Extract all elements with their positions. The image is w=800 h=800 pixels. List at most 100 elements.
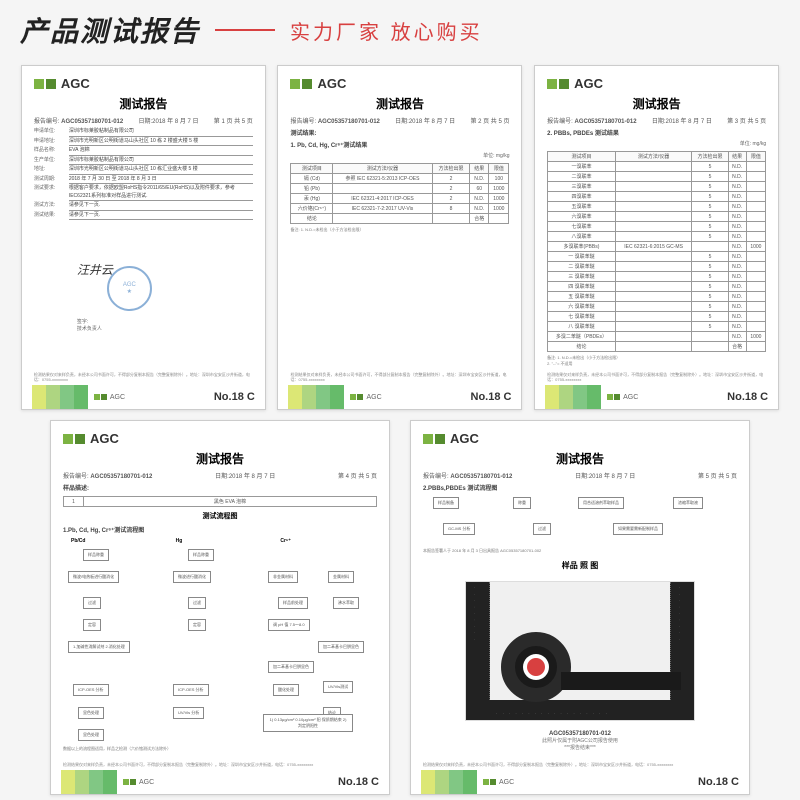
page-indicator: 第 4 页 共 5 页 — [338, 471, 377, 480]
table-note: 备注: 1. N.D.=未检出（小于方法检出限） — [290, 227, 509, 233]
table-cell: 5 — [692, 322, 728, 332]
report-no: AGC05357180701-012 — [61, 119, 123, 125]
table-cell — [615, 222, 692, 232]
flow-box: 样品前处理 — [278, 597, 308, 609]
flow-box: 样品制备 — [433, 497, 459, 509]
sub-section: 1. Pb, Cd, Hg, Cr⁶⁺测试结果 — [290, 140, 509, 149]
table-cell: 二溴联苯 — [548, 172, 616, 182]
field-label: 测试方法: — [34, 202, 69, 211]
table-cell: 1000 — [746, 242, 765, 252]
report-footer: AGC No.18 C — [22, 385, 265, 409]
flow-box: 微波进行酸消化 — [173, 571, 211, 583]
table-cell: 多溴联苯(PBBs) — [548, 242, 616, 252]
footer-number: No.18 C — [338, 776, 379, 788]
flow-box: 样品称重 — [83, 549, 109, 561]
flow-box: 加二苯基卡巴肼显色 — [318, 641, 364, 653]
results-table: 测试项目测试方法/仪器方法检出限结果限值一溴联苯5N.D.二溴联苯5N.D.三溴… — [547, 151, 766, 352]
flow-box: 如果需要需新配制样品 — [613, 523, 663, 535]
flow-box: 称重 — [513, 497, 531, 509]
sig-label: 签字: 技术负责人 — [77, 318, 102, 332]
table-cell — [746, 282, 765, 292]
table-cell: N.D. — [728, 312, 746, 322]
page-header: 产品测试报告 实力厂家 放心购买 — [0, 0, 800, 60]
logo-square-icon — [34, 79, 44, 89]
table-cell — [746, 272, 765, 282]
table-cell: 二 溴联苯醚 — [548, 262, 616, 272]
table-cell: N.D. — [728, 162, 746, 172]
table-cell: 5 — [692, 182, 728, 192]
table-cell: N.D. — [728, 192, 746, 202]
table-header: 结果 — [470, 164, 489, 174]
logo-text: AGC — [450, 431, 479, 446]
table-cell: 5 — [692, 282, 728, 292]
table-cell — [615, 162, 692, 172]
flowchart-subtitle: 1.Pb, Cd, Hg, Cr⁶⁺测试流程图 — [63, 525, 377, 534]
report-page-5: AGC 测试报告 报告编号: AGC05357180701-012 日期:201… — [410, 420, 750, 795]
table-cell: 铅 (Pb) — [291, 184, 333, 194]
flow-box: UV/Vis测试 — [323, 681, 353, 693]
results-table: 测试项目测试方法/仪器方法检出限结果限值镉 (Cd)参照 IEC 62321-5… — [290, 163, 509, 224]
table-cell — [615, 232, 692, 242]
ruler-bottom-icon: · · · · · · · · · · · · · · · · · · — [466, 700, 694, 720]
flow-box: 金属材料 — [328, 571, 354, 583]
table-cell: N.D. — [728, 302, 746, 312]
table-header: 限值 — [746, 152, 765, 162]
field-value: 深圳市光明新区公明街道马山头社区 10 栋 2 楼盛大楼 5 楼 — [69, 138, 253, 147]
report-meta: 报告编号: AGC05357180701-012 日期:2018 年 8 月 7… — [547, 116, 766, 125]
footer-number: No.18 C — [214, 391, 255, 403]
field-label: 测试要求: — [34, 185, 69, 201]
table-cell: 5 — [692, 172, 728, 182]
flow-box: ICP-OES 分析 — [73, 684, 109, 696]
flowchart-small: 样品制备称重用合适溶剂萃取样品浓缩萃取液GC-MS 分析过滤如果需要需新配制样品 — [423, 495, 737, 545]
flow-box: 浓缩萃取液 — [673, 497, 703, 509]
flow-box: 定容 — [188, 619, 206, 631]
table-cell: N.D. — [470, 204, 489, 214]
footer-number: No.18 C — [727, 391, 768, 403]
table-cell: 2 — [432, 174, 470, 184]
flowchart: 样品称重样品称重微波/电热板进行酸消化微波进行酸消化非金属材料金属材料过滤过滤样… — [63, 549, 377, 749]
table-cell: IEC 62321-7-2:2017 UV-Vis — [333, 204, 432, 214]
table-cell: 1000 — [489, 194, 509, 204]
field-value: 深圳市光明新区公明街道马山头社区 10 栋汇业盛大楼 5 楼 — [69, 166, 253, 175]
table-note: 备注: 1. N.D.=未检出（小于方法检出限） 2. "--"= 不适用 — [547, 355, 766, 367]
table-cell: IEC 62321-4:2017 ICP-OES — [333, 194, 432, 204]
table-cell: 三 溴联苯醚 — [548, 272, 616, 282]
page-indicator: 第 2 页 共 5 页 — [470, 116, 509, 125]
field-label: 地址: — [34, 166, 69, 175]
agc-logo: AGC — [290, 76, 509, 91]
table-cell: 5 — [692, 252, 728, 262]
table-cell — [746, 222, 765, 232]
table-cell: 结论 — [548, 342, 616, 352]
table-cell — [615, 272, 692, 282]
table-cell: 七 溴联苯醚 — [548, 312, 616, 322]
sub-section: 2.PBBs,PBDEs 测试流程图 — [423, 483, 737, 492]
table-cell: N.D. — [728, 252, 746, 262]
agc-logo: AGC — [34, 76, 253, 91]
product-photo: · · · · · · · · · · · · · · · · · · · · … — [465, 581, 695, 721]
table-cell: 四 溴联苯醚 — [548, 282, 616, 292]
report-meta: 报告编号: AGC05357180701-012 日期:2018 年 8 月 7… — [290, 116, 509, 125]
table-cell: 汞 (Hg) — [291, 194, 333, 204]
report-footer: AGC No.18 C — [411, 770, 749, 794]
image-caption-sub: 此照片仅属于附AGC公司报告使用 ***报告结束*** — [423, 737, 737, 751]
table-cell: 五 溴联苯醚 — [548, 292, 616, 302]
report-title: 测试报告 — [63, 450, 377, 467]
table-cell: 5 — [692, 292, 728, 302]
flow-box: 微波/电热板进行酸消化 — [68, 571, 119, 583]
table-cell — [746, 292, 765, 302]
field-label: 生产单位: — [34, 157, 69, 166]
flow-box: ICP-OES 分析 — [173, 684, 209, 696]
agc-logo: AGC — [547, 76, 766, 91]
flow-box: 1.加碱性消解试剂 2.消化处理 — [68, 641, 130, 653]
table-cell — [615, 302, 692, 312]
page-indicator: 第 5 页 共 5 页 — [698, 471, 737, 480]
table-cell: 结论 — [291, 214, 333, 224]
table-cell — [333, 184, 432, 194]
field-label: 测试结果: — [34, 212, 69, 221]
report-title: 测试报告 — [290, 95, 509, 112]
report-title: 测试报告 — [34, 95, 253, 112]
flow-box: 非金属材料 — [268, 571, 298, 583]
field-label: 申请地址: — [34, 138, 69, 147]
table-cell — [692, 242, 728, 252]
footer-number: No.18 C — [698, 776, 739, 788]
